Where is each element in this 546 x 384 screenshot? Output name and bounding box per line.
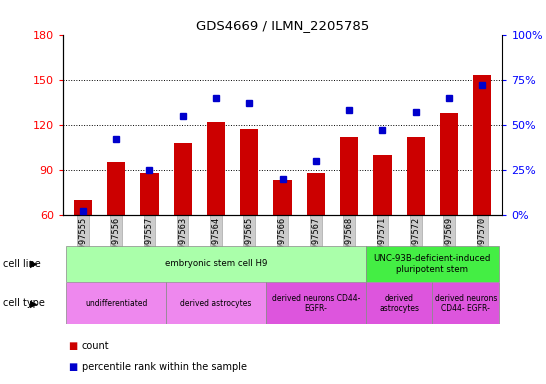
Bar xyxy=(432,282,499,324)
Text: ▶: ▶ xyxy=(30,298,38,308)
Bar xyxy=(440,113,458,215)
Bar xyxy=(373,155,391,215)
Text: derived
astrocytes: derived astrocytes xyxy=(379,294,419,313)
Bar xyxy=(66,282,166,324)
Text: cell type: cell type xyxy=(3,298,45,308)
Text: ▶: ▶ xyxy=(30,259,38,269)
Bar xyxy=(107,162,125,215)
Bar xyxy=(307,173,325,215)
Text: undifferentiated: undifferentiated xyxy=(85,299,147,308)
Text: cell line: cell line xyxy=(3,259,40,269)
Title: GDS4669 / ILMN_2205785: GDS4669 / ILMN_2205785 xyxy=(196,19,369,32)
Bar xyxy=(140,173,158,215)
Text: ■: ■ xyxy=(68,362,78,372)
Bar xyxy=(407,137,425,215)
Bar xyxy=(66,246,366,282)
Bar xyxy=(366,246,499,282)
Bar xyxy=(207,122,225,215)
Bar xyxy=(166,282,266,324)
Bar xyxy=(266,282,366,324)
Bar xyxy=(240,129,258,215)
Text: derived neurons CD44-
EGFR-: derived neurons CD44- EGFR- xyxy=(272,294,360,313)
Bar xyxy=(366,282,432,324)
Text: embryonic stem cell H9: embryonic stem cell H9 xyxy=(165,260,267,268)
Text: count: count xyxy=(82,341,110,351)
Bar xyxy=(473,75,491,215)
Text: derived neurons
CD44- EGFR-: derived neurons CD44- EGFR- xyxy=(435,294,497,313)
Bar xyxy=(74,200,92,215)
Text: ■: ■ xyxy=(68,341,78,351)
Text: UNC-93B-deficient-induced
pluripotent stem: UNC-93B-deficient-induced pluripotent st… xyxy=(373,254,491,274)
Bar xyxy=(274,180,292,215)
Text: percentile rank within the sample: percentile rank within the sample xyxy=(82,362,247,372)
Bar xyxy=(340,137,358,215)
Bar xyxy=(174,143,192,215)
Text: derived astrocytes: derived astrocytes xyxy=(180,299,252,308)
